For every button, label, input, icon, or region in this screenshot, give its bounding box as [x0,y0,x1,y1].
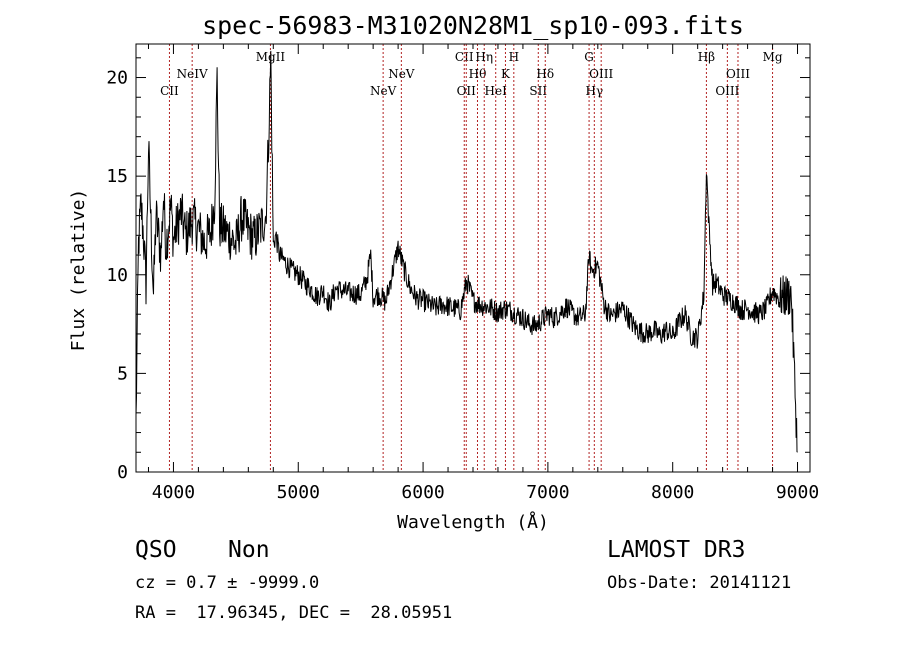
object-class: QSO [135,537,177,563]
y-axis-label: Flux (relative) [68,189,89,352]
y-tick-label: 10 [106,265,128,286]
x-axis: 4000 5000 6000 7000 8000 9000 [147,44,819,503]
line-marker-label: Hδ [536,67,554,81]
line-marker-label: SII [529,84,547,98]
plot-frame [135,43,811,473]
y-tick-label: 0 [117,462,128,483]
spectrum-line-0 [135,50,798,453]
x-tick-label: 7000 [526,482,569,503]
y-tick-label: 15 [106,166,128,187]
observation-date: Obs-Date: 20141121 [607,573,792,593]
line-marker-label: OIII [589,67,613,81]
x-tick-label: 4000 [152,482,195,503]
line-marker-label: K [501,67,511,81]
line-marker-label: NeV [370,84,397,98]
x-axis-label: Wavelength (Å) [397,511,549,533]
line-marker-label: CII [455,50,474,64]
line-marker-label: OII [457,84,477,98]
line-marker-label: NeIV [177,67,208,81]
line-marker-label: CII [160,84,179,98]
y-tick-label: 20 [106,68,128,89]
redshift-cz: cz = 0.7 ± -9999.0 [135,573,320,593]
coordinates: RA = 17.96345, DEC = 28.05951 [135,603,453,623]
x-tick-label: 9000 [776,482,819,503]
spectrum-series [135,50,798,453]
line-marker-label: NeV [388,67,415,81]
line-marker-label: Mg [763,50,783,64]
chart-title: spec-56983-M31020N28M1_sp10-093.fits [202,11,744,40]
x-tick-label: 8000 [651,482,694,503]
object-subclass: Non [228,537,270,563]
line-marker-label: Hθ [469,67,487,81]
line-marker-label: Hη [475,50,493,64]
line-marker-label: OIII [726,67,750,81]
emission-line-markers: CIINeIVMgIINeVNeVCIIOIIHθHηHeIKHSIIHδGHγ… [160,44,783,472]
line-marker-label: Hγ [585,84,603,98]
survey-label: LAMOST DR3 [607,537,746,563]
y-axis: 0 5 10 15 20 [106,57,810,483]
line-marker-label: Hβ [698,50,715,64]
line-marker-label: HeI [485,84,508,98]
x-tick-label: 5000 [277,482,320,503]
x-tick-label: 6000 [401,482,444,503]
line-marker-label: G [584,50,594,64]
y-tick-label: 5 [117,363,128,384]
line-marker-label: H [509,50,519,64]
line-marker-label: OIII [715,84,739,98]
